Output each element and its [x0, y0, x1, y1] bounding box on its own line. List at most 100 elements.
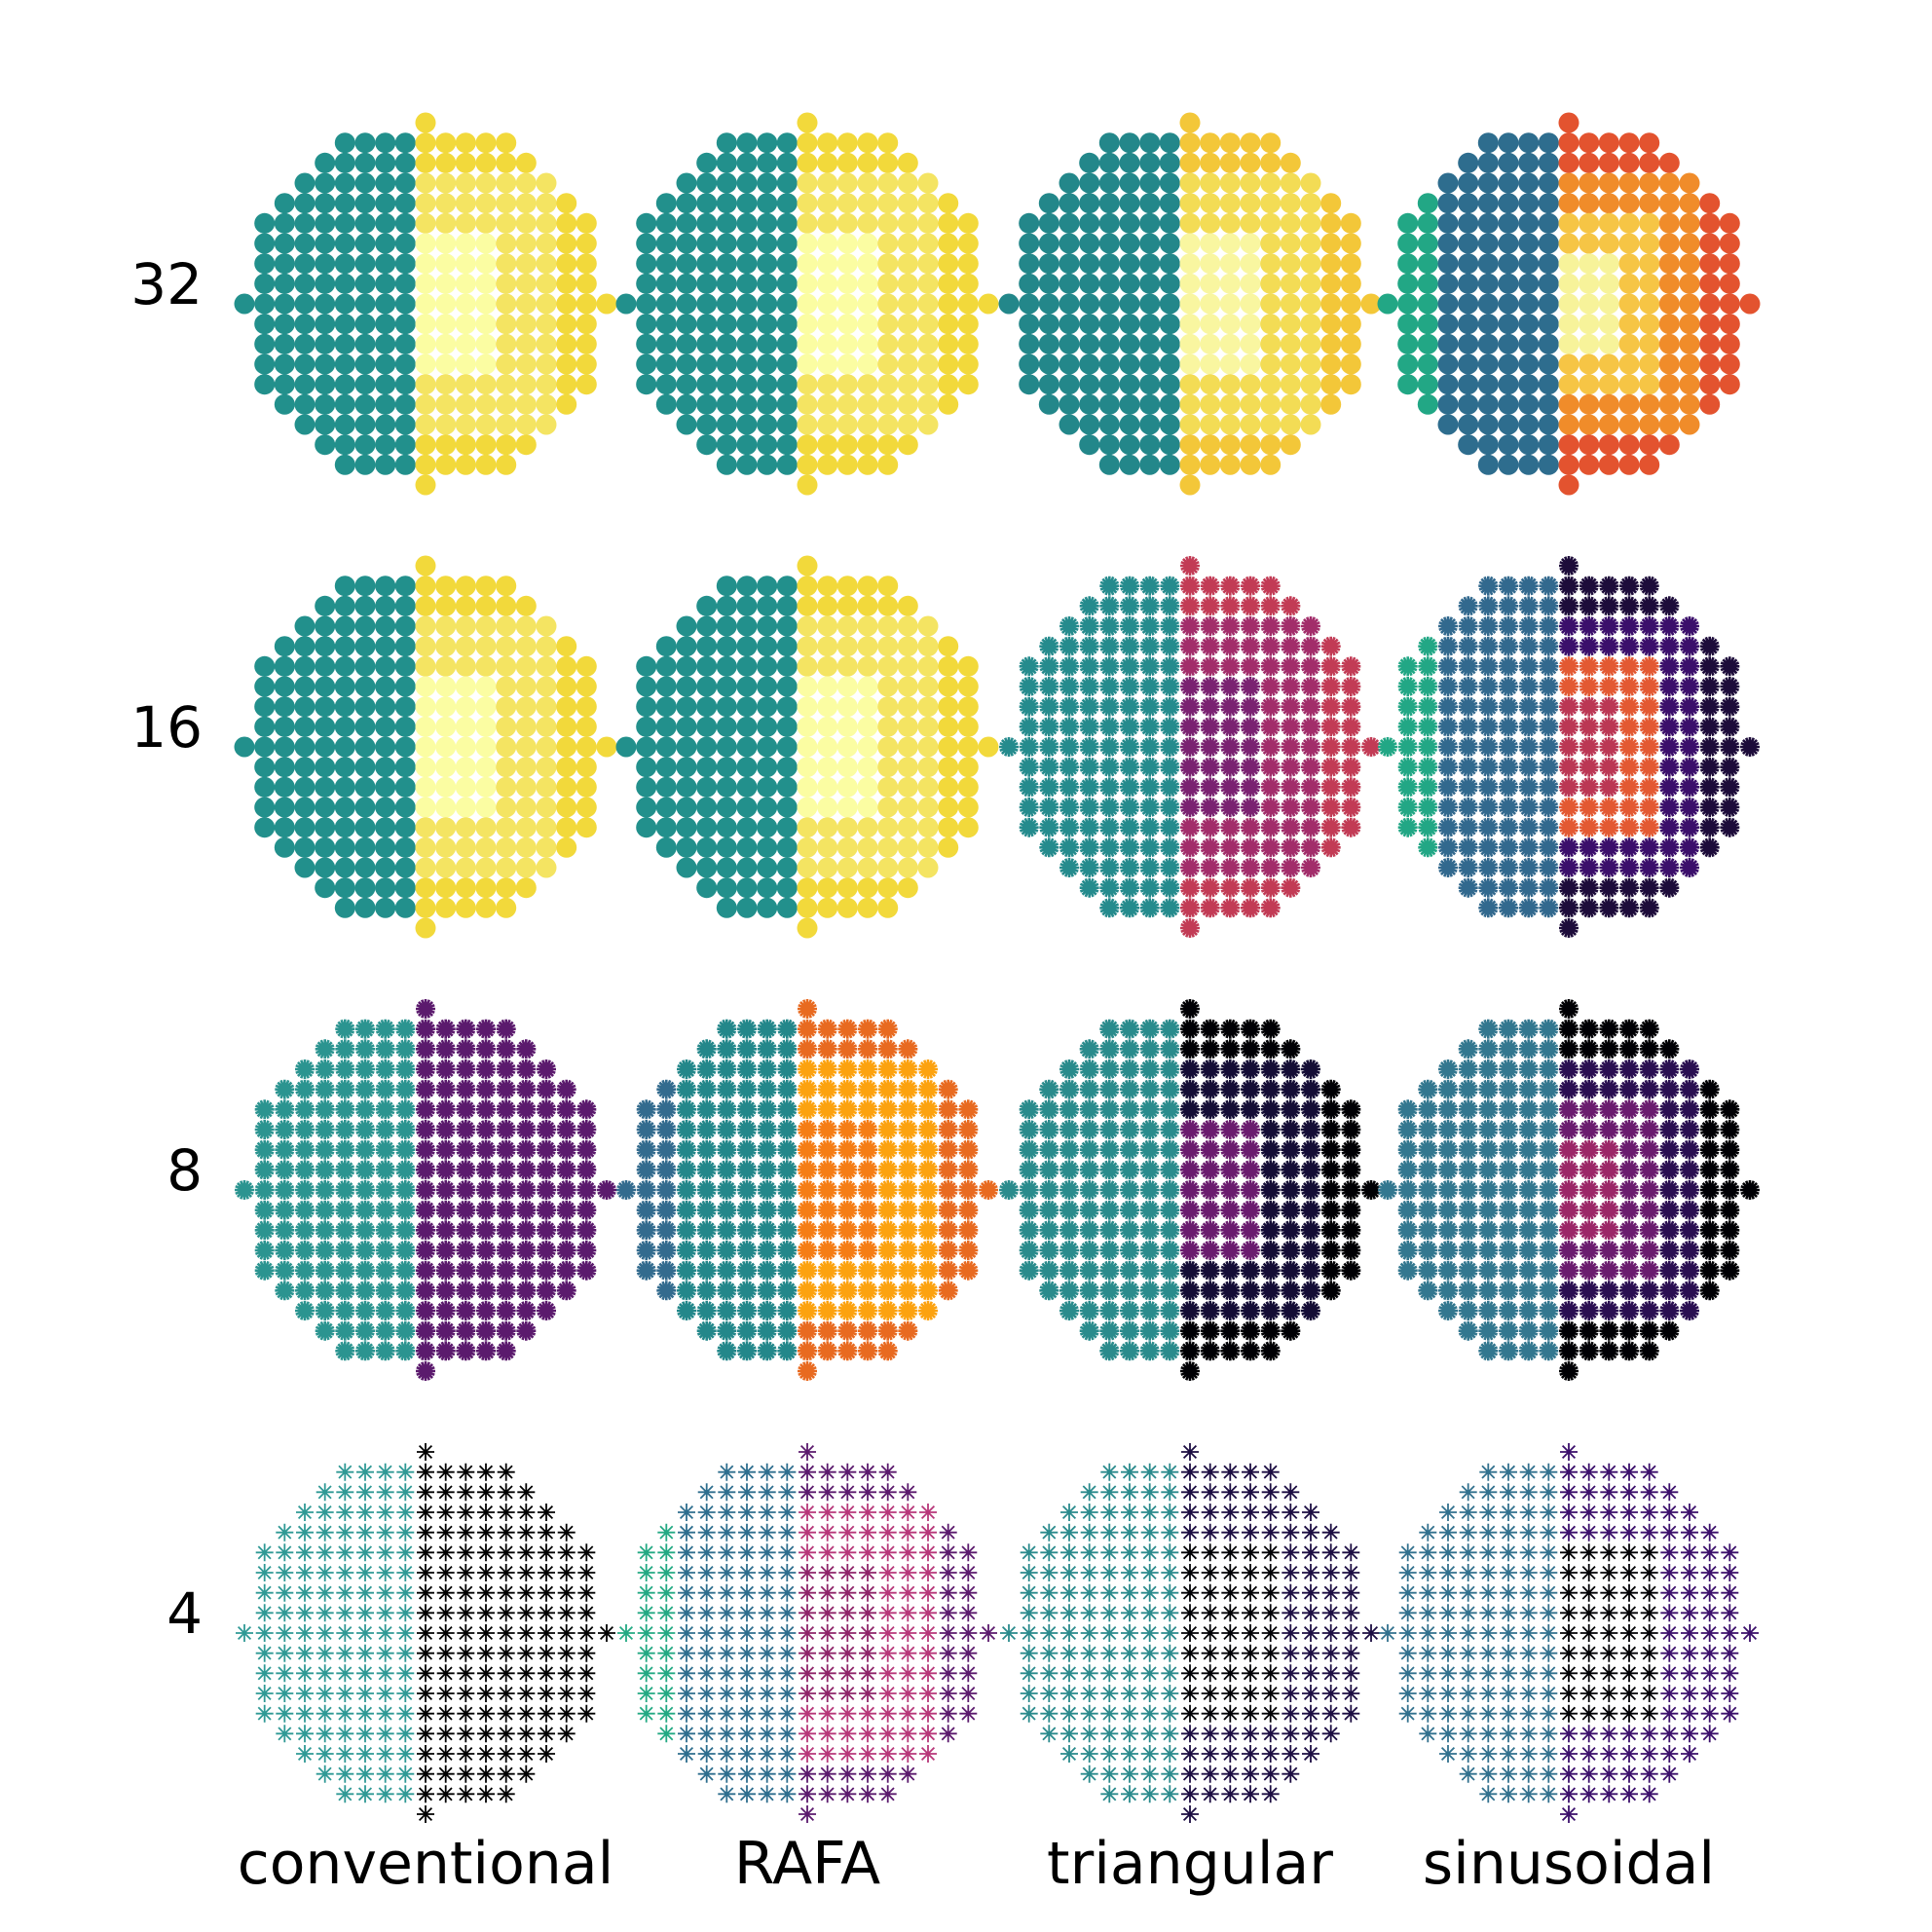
- point-marker: [516, 234, 537, 254]
- point-marker: [1659, 1059, 1679, 1079]
- point-marker: [737, 234, 758, 254]
- point-marker: [858, 374, 878, 394]
- point-marker: [636, 354, 656, 375]
- point-marker: [737, 1120, 757, 1139]
- point-marker: [1478, 858, 1498, 877]
- point-marker: [1201, 1120, 1220, 1139]
- point-marker: [1599, 234, 1619, 254]
- point-marker: [1418, 234, 1438, 254]
- point-marker: [858, 294, 878, 315]
- point-marker: [516, 213, 537, 234]
- point-marker: [1620, 1483, 1638, 1501]
- point-marker: [437, 1584, 455, 1602]
- point-marker: [516, 1120, 536, 1139]
- point-marker: [1640, 1220, 1659, 1240]
- point-marker: [958, 677, 979, 697]
- point-marker: [817, 677, 837, 697]
- point-marker: [898, 1059, 917, 1079]
- point-marker: [859, 1524, 876, 1542]
- point-marker: [456, 1301, 475, 1320]
- point-marker: [1260, 294, 1281, 315]
- point-marker: [1600, 1685, 1617, 1702]
- point-marker: [1181, 1543, 1199, 1561]
- point-marker: [1301, 1180, 1320, 1200]
- point-marker: [1200, 394, 1220, 415]
- point-marker: [1559, 656, 1579, 676]
- point-marker: [1619, 798, 1639, 817]
- point-marker: [1221, 1524, 1239, 1542]
- point-marker: [376, 1301, 395, 1320]
- point-marker: [477, 1464, 495, 1481]
- point-marker: [1539, 253, 1559, 274]
- point-marker: [1160, 616, 1179, 636]
- point-marker: [1262, 1645, 1280, 1662]
- point-marker: [436, 1099, 456, 1119]
- point-marker: [1478, 878, 1498, 898]
- point-marker: [395, 737, 416, 758]
- point-marker: [1080, 1301, 1099, 1320]
- point-marker: [1500, 1785, 1517, 1802]
- point-marker: [1720, 1241, 1739, 1260]
- point-marker: [678, 1645, 695, 1662]
- point-marker: [717, 636, 737, 656]
- point-marker: [1202, 1645, 1219, 1662]
- point-marker: [717, 656, 737, 677]
- point-marker: [759, 1785, 776, 1802]
- point-marker: [678, 1543, 695, 1561]
- point-marker: [1281, 334, 1301, 354]
- point-marker: [656, 1140, 676, 1160]
- point-marker: [395, 1039, 415, 1059]
- point-marker: [1241, 717, 1260, 736]
- point-marker: [1399, 1584, 1417, 1602]
- point-marker: [777, 415, 798, 435]
- point-marker: [1181, 1624, 1199, 1642]
- point-marker: [656, 354, 677, 375]
- point-marker: [417, 1725, 434, 1742]
- point-marker: [1520, 1604, 1538, 1621]
- point-marker: [1681, 1685, 1698, 1702]
- point-marker: [919, 1524, 937, 1542]
- point-marker: [1580, 1745, 1598, 1763]
- panel-4-sinusoidal: [1379, 1443, 1759, 1823]
- point-marker: [757, 636, 777, 656]
- point-marker: [737, 616, 758, 637]
- point-marker: [656, 656, 677, 677]
- point-marker: [1659, 656, 1679, 676]
- point-marker: [558, 1664, 576, 1682]
- point-marker: [918, 837, 939, 858]
- point-marker: [898, 737, 918, 758]
- point-marker: [1599, 1140, 1618, 1160]
- point-marker: [435, 777, 456, 798]
- point-marker: [877, 877, 898, 898]
- point-marker: [1419, 1524, 1436, 1542]
- point-marker: [819, 1604, 836, 1621]
- point-marker: [295, 1099, 315, 1119]
- point-marker: [1081, 1664, 1098, 1682]
- point-marker: [1600, 1564, 1617, 1581]
- point-marker: [777, 455, 798, 475]
- point-marker: [898, 234, 918, 254]
- point-marker: [295, 616, 316, 637]
- point-marker: [1301, 1220, 1320, 1240]
- point-marker: [496, 455, 516, 475]
- point-marker: [456, 213, 476, 234]
- point-marker: [1619, 1059, 1639, 1079]
- point-marker: [1140, 737, 1160, 757]
- point-marker: [1059, 758, 1079, 777]
- point-marker: [697, 1321, 717, 1341]
- point-marker: [1039, 1220, 1059, 1240]
- point-marker: [1139, 234, 1160, 254]
- point-marker: [1640, 656, 1659, 676]
- point-marker: [1201, 1341, 1220, 1360]
- point-marker: [1241, 637, 1260, 656]
- point-marker: [395, 798, 416, 818]
- point-marker: [697, 1261, 717, 1281]
- point-marker: [1321, 837, 1341, 857]
- point-marker: [255, 1160, 275, 1179]
- point-marker: [1241, 415, 1261, 435]
- point-marker: [1321, 777, 1341, 797]
- point-marker: [275, 777, 295, 798]
- point-marker: [1599, 837, 1618, 857]
- point-marker: [1021, 1564, 1038, 1581]
- point-marker: [1721, 1624, 1738, 1642]
